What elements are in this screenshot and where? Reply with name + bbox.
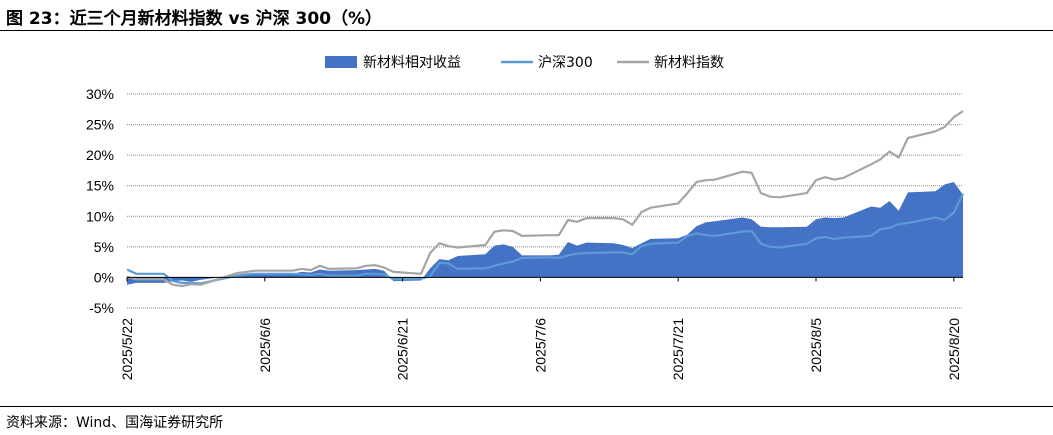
legend-label: 新材料指数 (654, 55, 724, 71)
x-tick-label: 2025/8/5 (808, 318, 824, 373)
title-divider (0, 30, 1053, 31)
x-tick-label: 2025/8/20 (946, 318, 962, 380)
x-tick-label: 2025/5/22 (119, 318, 135, 380)
y-tick-label: 25% (86, 117, 114, 133)
line-new-material-index (126, 110, 964, 288)
figure-title: 图 23：近三个月新材料指数 vs 沪深 300（%） (6, 9, 383, 29)
x-tick-label: 2025/6/6 (257, 318, 273, 373)
y-tick-label: -5% (89, 300, 114, 316)
x-tick-label: 2025/7/21 (670, 318, 686, 380)
y-tick-label: 20% (86, 147, 114, 163)
y-tick-label: 5% (94, 239, 114, 255)
legend: 新材料相对收益 沪深300 新材料指数 (325, 55, 724, 71)
line-csi300 (126, 193, 964, 285)
series-marks (126, 110, 964, 288)
y-tick-label: 10% (86, 208, 114, 224)
legend-label: 新材料相对收益 (363, 55, 461, 71)
source-divider (0, 406, 1053, 407)
y-tick-label: 30% (86, 86, 114, 102)
y-tick-label: 15% (86, 178, 114, 194)
y-tick-label: 0% (94, 269, 114, 285)
x-tick-label: 2025/6/21 (395, 318, 411, 380)
y-axis: -5% 0% 5% 10% 15% 20% 25% 30% (86, 86, 114, 316)
area-relative-return (127, 182, 963, 285)
source-note: 资料来源：Wind、国海证券研究所 (6, 415, 224, 431)
line-area-chart: 新材料相对收益 沪深300 新材料指数 -5% 0% 5% 10% 15% 20% 25% 30%… (86, 55, 964, 380)
legend-label: 沪深300 (538, 55, 593, 71)
legend-swatch-area (325, 56, 357, 68)
x-tick-label: 2025/7/6 (532, 318, 548, 373)
x-axis: 2025/5/22 2025/6/6 2025/6/21 2025/7/6 2025/7… (119, 277, 962, 380)
